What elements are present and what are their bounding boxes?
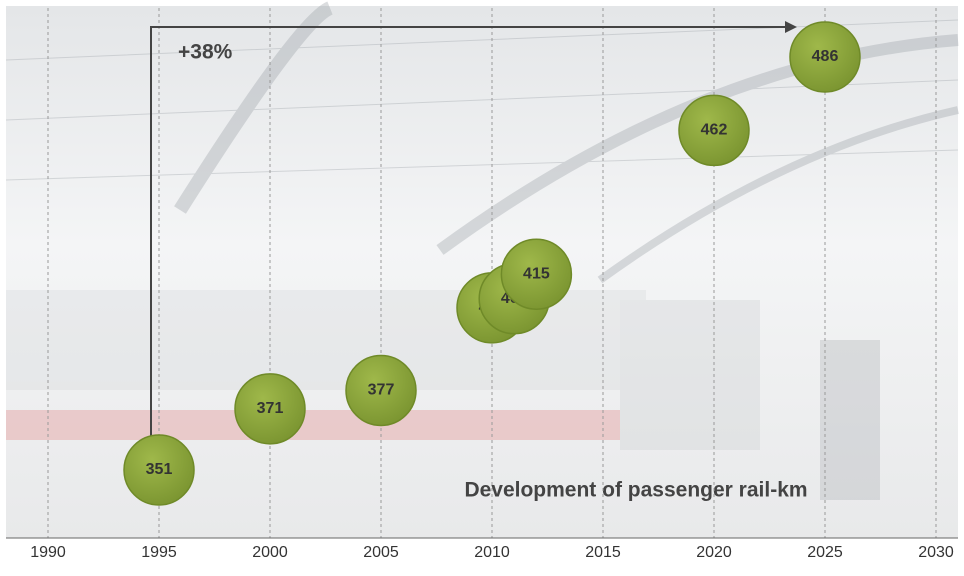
data-label: 486 [812,48,839,65]
data-label: 415 [523,265,550,282]
x-tick-label: 2025 [807,544,843,561]
data-label: 377 [368,382,395,399]
x-tick-label: 2020 [696,544,732,561]
bubble [234,373,306,445]
data-label: 351 [146,461,173,478]
growth-arrow [150,26,785,440]
x-tick-label: 2000 [252,544,288,561]
arrow-head [785,21,797,33]
bubble [678,94,750,167]
x-tick-label: 2030 [918,544,954,561]
x-tick-label: 2005 [363,544,399,561]
bubble [789,21,861,93]
data-label: 462 [701,122,728,139]
x-tick-label: 2010 [474,544,510,561]
bubble [123,434,195,506]
bubble [345,354,417,427]
x-tick-label: 1995 [141,544,177,561]
x-tick-label: 2015 [585,544,621,561]
x-tick-label: 1990 [30,544,66,561]
bubble [500,238,573,310]
annotation: +38% [178,41,233,64]
chart-title: Development of passenger rail-km [464,479,807,502]
data-label: 371 [257,400,284,417]
